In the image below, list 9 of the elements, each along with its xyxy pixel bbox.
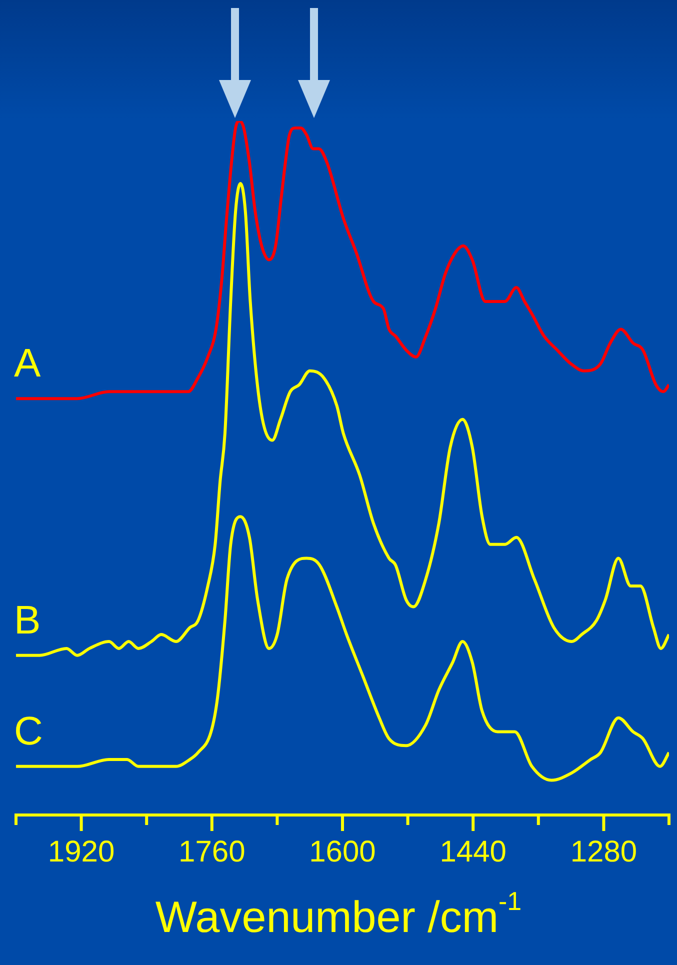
x-tick-label: 1920 (48, 835, 115, 868)
series-label: C (14, 709, 43, 754)
series-label: A (14, 342, 41, 386)
x-tick-label: 1760 (178, 835, 246, 868)
x-axis-title: Wavenumber /cm$^{-1}$ (154, 886, 523, 944)
x-tick-label: 1280 (570, 835, 638, 868)
series-label: B (14, 598, 41, 642)
x-tick-label: 1600 (309, 835, 376, 868)
x-tick-label: 1440 (440, 835, 506, 868)
